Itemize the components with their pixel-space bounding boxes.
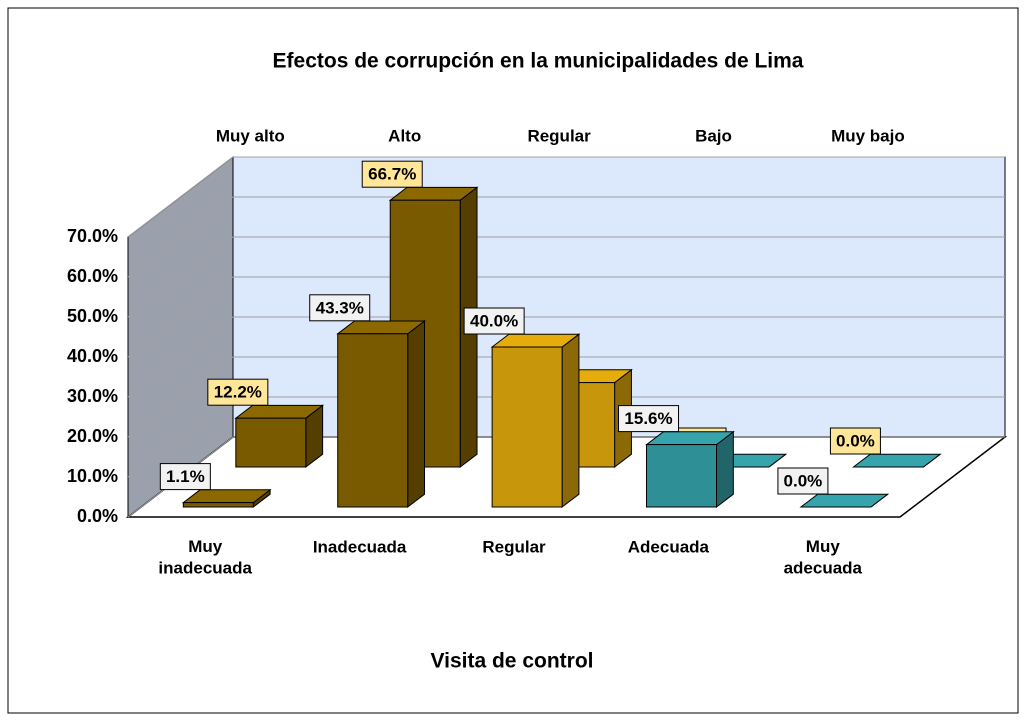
value-label: 40.0% <box>470 311 518 330</box>
x-tick-label: Adecuada <box>628 537 710 556</box>
value-label-box <box>309 294 371 322</box>
grid-line <box>127 156 1005 238</box>
grid-line <box>127 236 1005 318</box>
value-label-box <box>829 427 881 455</box>
depth-tick-label: Alto <box>388 126 421 145</box>
bar-top <box>799 493 890 508</box>
value-label-box <box>361 160 423 188</box>
bar-front <box>337 333 409 508</box>
x-tick-label: Muy adecuada <box>784 537 863 577</box>
y-tick-label: 70.0% <box>67 226 118 246</box>
bar <box>851 453 942 468</box>
y-tick-label: 40.0% <box>67 346 118 366</box>
value-label-box <box>159 463 211 491</box>
bar-top <box>851 453 942 468</box>
bar-front <box>235 417 307 468</box>
x-axis-title: Visita de control <box>431 650 594 673</box>
value-label: 0.0% <box>784 471 823 490</box>
grid-line <box>127 196 1005 278</box>
value-label-box <box>207 378 269 406</box>
bar-front <box>182 502 254 508</box>
value-label-box <box>463 307 525 335</box>
bar <box>799 493 890 508</box>
x-tick-label: Regular <box>482 537 546 556</box>
value-label: 1.1% <box>166 467 205 486</box>
value-label: 15.6% <box>624 409 672 428</box>
value-label: 0.0% <box>836 431 875 450</box>
grid-line <box>127 436 1005 518</box>
bar-front <box>491 346 563 508</box>
bar-side <box>561 333 580 509</box>
depth-tick-label: Muy bajo <box>831 126 905 145</box>
y-tick-label: 0.0% <box>77 506 118 526</box>
y-tick-label: 50.0% <box>67 306 118 326</box>
y-tick-label: 20.0% <box>67 426 118 446</box>
depth-tick-label: Muy alto <box>216 126 285 145</box>
chart-title: Efectos de corrupción en la municipalida… <box>273 50 804 73</box>
value-label: 66.7% <box>368 165 416 184</box>
depth-tick-label: Bajo <box>695 126 732 145</box>
value-label-box <box>777 467 829 495</box>
value-label: 12.2% <box>214 383 262 402</box>
x-tick-label: Muy inadecuada <box>158 537 252 577</box>
grid-line <box>127 316 1005 398</box>
bar <box>234 404 325 469</box>
bar <box>645 430 735 509</box>
y-tick-label: 60.0% <box>67 266 118 286</box>
value-label-box <box>618 405 680 433</box>
bar <box>490 333 581 509</box>
grid-line <box>127 356 1005 438</box>
bar <box>336 319 427 509</box>
value-label: 43.3% <box>316 298 364 317</box>
depth-tick-label: Regular <box>527 126 591 145</box>
grid-line <box>127 276 1005 358</box>
y-tick-label: 30.0% <box>67 386 118 406</box>
bar-front <box>646 444 718 508</box>
bar-side <box>407 319 426 509</box>
y-tick-label: 10.0% <box>67 466 118 486</box>
bar <box>181 488 272 509</box>
x-tick-label: Inadecuada <box>313 537 407 556</box>
